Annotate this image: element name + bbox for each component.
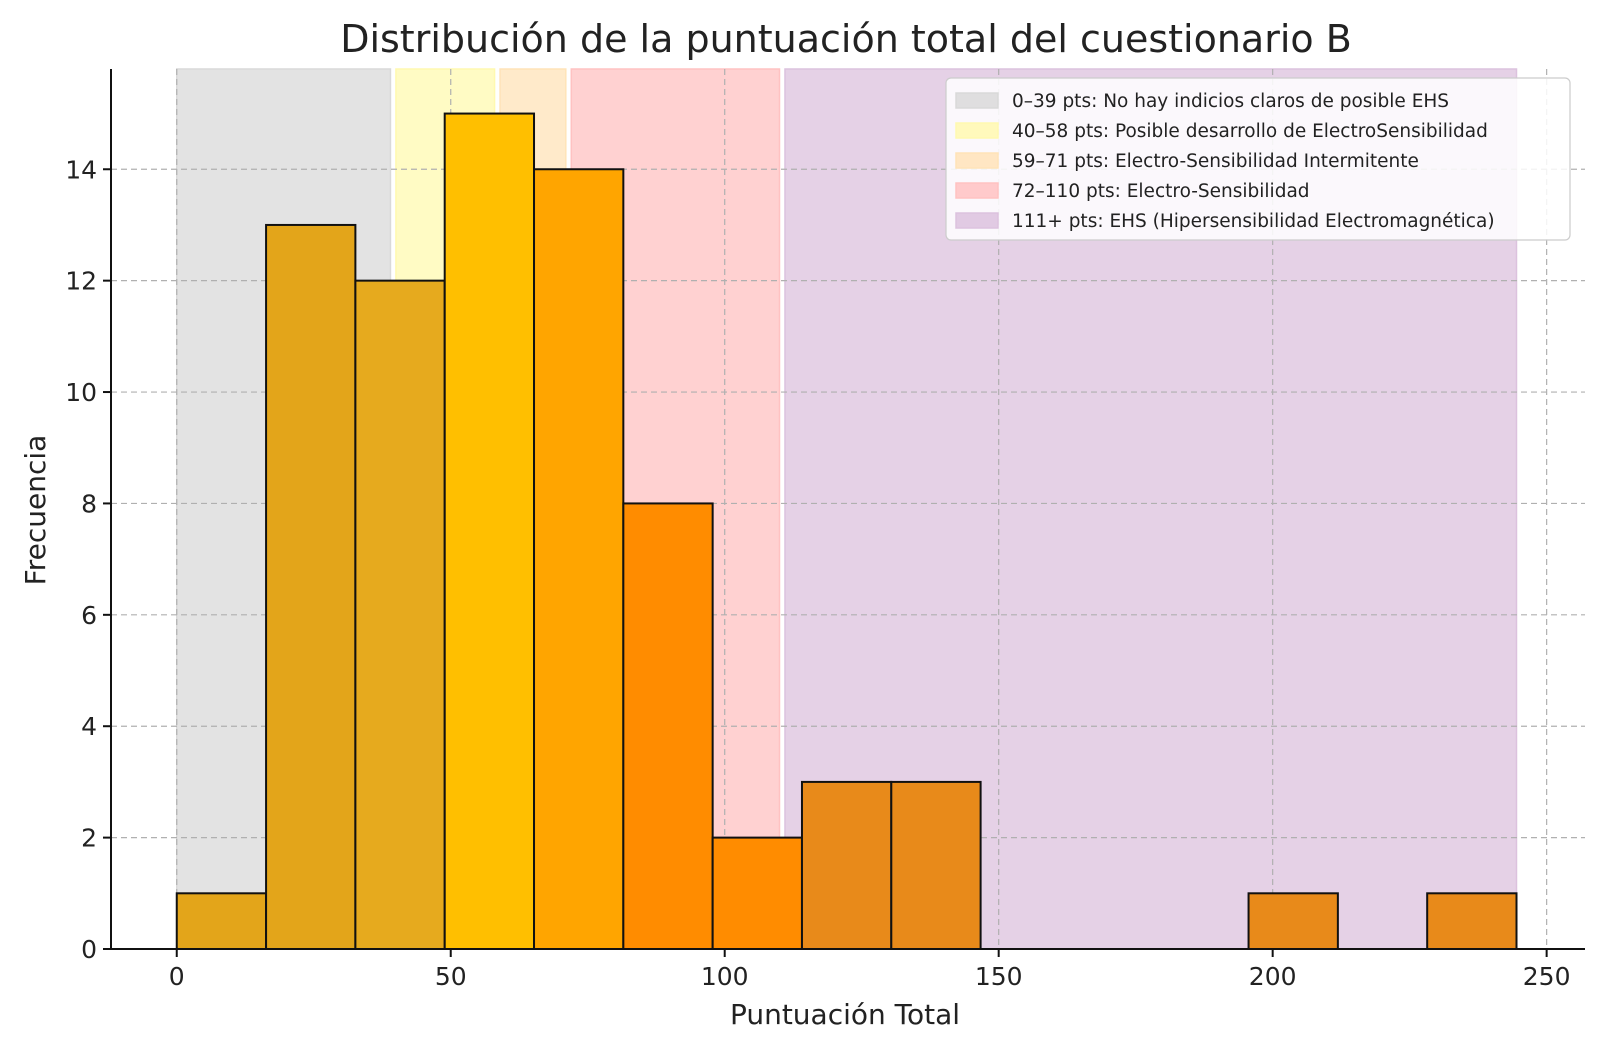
legend-swatch-4: [955, 212, 999, 229]
x-tick-label-2: 100: [701, 962, 749, 991]
x-tick-label-0: 0: [169, 962, 185, 991]
bar-1: [265, 223, 357, 951]
y-tick-label-1: 2: [81, 824, 97, 853]
bar-5: [622, 502, 714, 950]
axes: [110, 69, 1585, 950]
bar-3: [443, 112, 536, 951]
histogram-bars: [175, 112, 1518, 951]
bar-8: [890, 780, 982, 950]
chart-title: Distribución de la puntuación total del …: [340, 17, 1352, 61]
bar-4: [533, 168, 625, 950]
legend: 0–39 pts: No hay indicios claros de posi…: [945, 77, 1571, 241]
y-axis-label: Frecuencia: [19, 435, 52, 586]
legend-swatch-2: [955, 152, 999, 169]
bar-12: [1247, 892, 1339, 950]
legend-box: [945, 77, 1571, 241]
bar-7: [800, 780, 893, 950]
bar-6: [711, 836, 803, 951]
y-tick-label-2: 4: [81, 712, 97, 741]
legend-label-3: 72–110 pts: Electro-Sensibilidad: [1012, 181, 1310, 202]
x-axis-label: Puntuación Total: [730, 998, 960, 1031]
y-tick-label-7: 14: [65, 155, 97, 184]
legend-swatch-1: [955, 122, 999, 139]
y-tick-label-0: 0: [81, 935, 97, 964]
legend-swatch-0: [955, 92, 999, 109]
y-tick-label-6: 12: [65, 267, 97, 296]
legend-label-0: 0–39 pts: No hay indicios claros de posi…: [1012, 91, 1449, 112]
y-tick-label-3: 6: [81, 601, 97, 630]
legend-label-2: 59–71 pts: Electro-Sensibilidad Intermit…: [1012, 151, 1419, 172]
legend-label-1: 40–58 pts: Posible desarrollo de Electro…: [1012, 121, 1488, 142]
x-tick-label-5: 250: [1523, 962, 1571, 991]
legend-swatch-3: [955, 182, 999, 199]
bar-14: [1426, 892, 1518, 950]
x-tick-label-1: 50: [435, 962, 467, 991]
x-tick-label-4: 200: [1249, 962, 1297, 991]
y-tick-label-5: 10: [65, 378, 97, 407]
tick-labels: 0 50 100 150 200 250 0 2 4 6 8 10 12 14: [65, 155, 1570, 991]
x-tick-label-3: 150: [975, 962, 1023, 991]
bar-0: [175, 892, 268, 950]
y-tick-label-4: 8: [81, 489, 97, 518]
legend-label-4: 111+ pts: EHS (Hipersensibilidad Electro…: [1012, 211, 1495, 232]
bar-2: [354, 279, 446, 950]
